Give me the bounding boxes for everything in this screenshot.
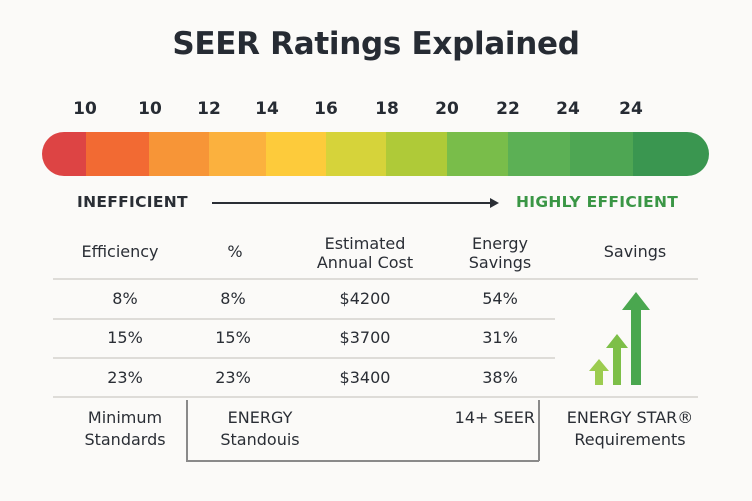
cell-percent: 23% xyxy=(215,368,251,387)
header-energy-savings: Energy Savings xyxy=(450,234,550,272)
scale-tick: 12 xyxy=(197,99,221,119)
scale-segment xyxy=(42,132,86,176)
scale-tick: 16 xyxy=(314,99,338,119)
row-divider xyxy=(53,318,555,320)
header-efficiency: Efficiency xyxy=(81,242,159,261)
cell-efficiency: 23% xyxy=(107,368,143,387)
header-estimated-cost: Estimated Annual Cost xyxy=(300,234,430,272)
header-percent: % xyxy=(227,242,243,261)
cell-cost: $3400 xyxy=(339,368,391,387)
growth-arrows-icon xyxy=(589,292,650,385)
scale-tick: 24 xyxy=(619,99,643,119)
scale-tick: 10 xyxy=(73,99,97,119)
arrow-up-large-icon xyxy=(622,292,650,385)
efficiency-scale-bar xyxy=(42,132,709,176)
scale-segment xyxy=(326,132,386,176)
scale-segment xyxy=(447,132,508,176)
scale-tick: 22 xyxy=(496,99,520,119)
scale-segment xyxy=(86,132,149,176)
cell-efficiency: 8% xyxy=(112,289,138,308)
cell-energy-savings: 31% xyxy=(482,328,518,347)
footer-star-line1: ENERGY STAR® xyxy=(566,408,694,427)
header-energy-line2: Savings xyxy=(468,253,532,272)
row-divider xyxy=(53,357,555,359)
scale-segment xyxy=(149,132,209,176)
arrow-up-medium-icon xyxy=(606,334,628,385)
scale-segment xyxy=(633,132,709,176)
footer-energy-star: ENERGY STAR® Requirements xyxy=(555,407,705,451)
cell-percent: 8% xyxy=(220,289,246,308)
header-cost-line2: Annual Cost xyxy=(316,253,414,272)
scale-segment xyxy=(266,132,326,176)
header-divider xyxy=(53,278,698,280)
cell-percent: 15% xyxy=(215,328,251,347)
scale-tick: 24 xyxy=(556,99,580,119)
arrow-right-icon xyxy=(490,198,499,208)
bracket-left xyxy=(186,400,188,461)
bracket-bottom xyxy=(186,460,539,462)
arrow-up-small-icon xyxy=(589,359,609,385)
cell-energy-savings: 38% xyxy=(482,368,518,387)
highly-efficient-label: HIGHLY EFFICIENT xyxy=(516,193,679,211)
direction-arrow-line xyxy=(212,202,494,204)
header-savings: Savings xyxy=(603,242,667,261)
footer-star-line2: Requirements xyxy=(574,430,686,449)
bracket-right xyxy=(538,400,540,461)
cell-cost: $3700 xyxy=(339,328,391,347)
table-bottom-divider xyxy=(53,396,698,398)
cell-energy-savings: 54% xyxy=(482,289,518,308)
footer-energy-line1: ENERGY xyxy=(227,408,293,427)
scale-tick: 18 xyxy=(375,99,399,119)
header-energy-line1: Energy xyxy=(471,234,528,253)
scale-segment xyxy=(508,132,570,176)
scale-tick: 14 xyxy=(255,99,279,119)
header-cost-line1: Estimated xyxy=(324,234,406,253)
scale-segment xyxy=(209,132,266,176)
scale-tick: 10 xyxy=(138,99,162,119)
footer-minimum-line1: Minimum xyxy=(87,408,163,427)
cell-cost: $4200 xyxy=(339,289,391,308)
page-title: SEER Ratings Explained xyxy=(172,26,580,62)
footer-minimum-standards: Minimum Standards xyxy=(55,407,195,451)
footer-seer-requirement: 14+ SEER xyxy=(454,408,535,427)
scale-segment xyxy=(386,132,447,176)
footer-minimum-line2: Standards xyxy=(84,430,166,449)
scale-tick: 20 xyxy=(435,99,459,119)
inefficient-label: INEFFICIENT xyxy=(77,193,188,211)
footer-energy-line2: Standouis xyxy=(220,430,300,449)
footer-energy-standards: ENERGY Standouis xyxy=(195,407,325,451)
cell-efficiency: 15% xyxy=(107,328,143,347)
scale-segment xyxy=(570,132,633,176)
